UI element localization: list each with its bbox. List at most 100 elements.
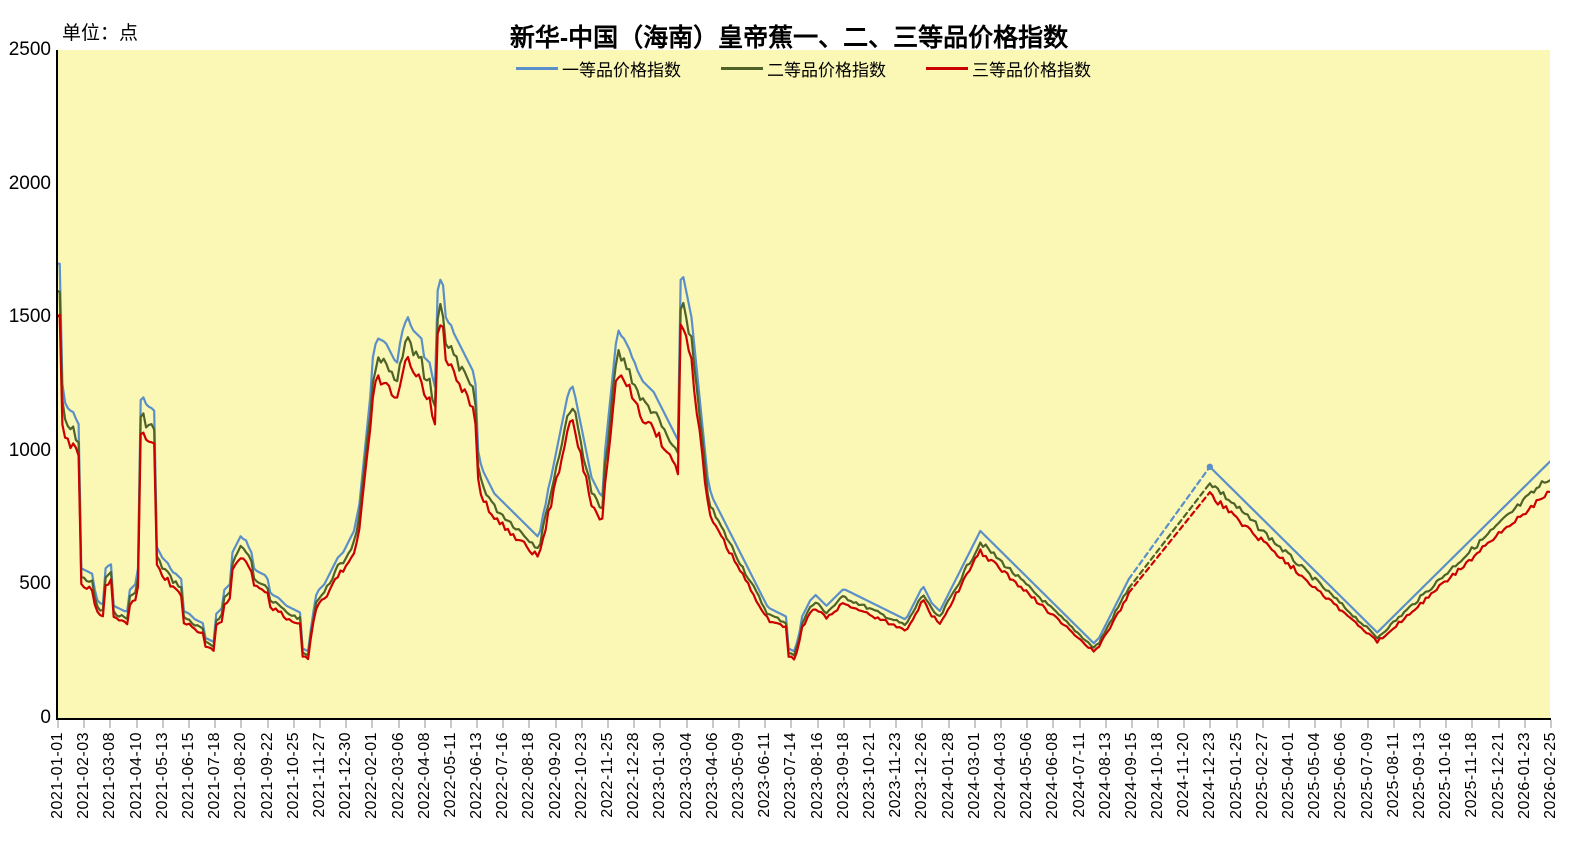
x-axis-tick	[1523, 720, 1526, 728]
x-axis-tick	[187, 720, 190, 728]
x-axis-tick	[371, 720, 374, 728]
x-axis-tick-label: 2025-02-27	[1253, 732, 1271, 819]
x-axis-tick	[973, 720, 976, 728]
series-line-3	[1210, 492, 1550, 643]
x-axis-tick-label: 2024-12-23	[1201, 732, 1219, 819]
x-axis-tick-label: 2021-11-27	[310, 732, 328, 818]
series-line-1	[1210, 461, 1550, 632]
x-axis-tick	[397, 720, 400, 728]
x-axis-tick	[738, 720, 741, 728]
x-axis-tick-label: 2022-07-16	[494, 732, 512, 819]
x-axis-tick-label: 2024-03-01	[965, 732, 983, 819]
x-axis-tick-label: 2023-12-26	[913, 732, 931, 819]
x-axis-tick	[135, 720, 138, 728]
x-axis-tick-label: 2023-10-21	[860, 732, 878, 819]
x-axis-tick-label: 2022-12-28	[625, 732, 643, 819]
x-axis-tick-label: 2025-09-13	[1411, 732, 1429, 819]
x-axis-tick	[1261, 720, 1264, 728]
x-axis-tick-label: 2021-12-30	[337, 732, 355, 819]
x-axis-tick	[109, 720, 112, 728]
x-axis-tick	[790, 720, 793, 728]
x-axis-tick-label: 2025-01-25	[1227, 732, 1245, 819]
x-axis-tick	[1078, 720, 1081, 728]
series-line-3	[1129, 492, 1210, 592]
x-axis-tick-label: 2025-05-04	[1306, 732, 1324, 819]
x-axis-tick	[449, 720, 452, 728]
x-axis-tick	[1366, 720, 1369, 728]
series-line-2	[57, 291, 1129, 656]
x-axis-tick	[1235, 720, 1238, 728]
x-axis-tick	[1550, 720, 1552, 728]
x-axis-tick-label: 2024-11-20	[1175, 732, 1193, 818]
x-axis-tick-label: 2021-09-22	[258, 732, 276, 819]
x-axis-tick	[1445, 720, 1448, 728]
x-axis-tick-label: 2026-01-23	[1515, 732, 1533, 819]
x-axis-tick	[240, 720, 243, 728]
x-axis-tick	[1026, 720, 1029, 728]
x-axis-tick	[1209, 720, 1212, 728]
x-axis-tick-label: 2023-03-04	[677, 732, 695, 819]
x-axis-tick-label: 2022-02-01	[363, 732, 381, 819]
x-axis-tick-label: 2021-03-08	[101, 732, 119, 819]
x-axis-tick	[161, 720, 164, 728]
x-axis-tick	[999, 720, 1002, 728]
x-axis-tick-label: 2024-09-15	[1122, 732, 1140, 819]
x-axis-tick-label: 2021-08-20	[232, 732, 250, 819]
x-axis-tick	[57, 720, 59, 728]
x-axis-tick-label: 2022-05-11	[441, 732, 459, 818]
x-axis-tick-label: 2021-04-10	[127, 732, 145, 819]
x-axis-tick-label: 2024-05-06	[1018, 732, 1036, 819]
x-axis-tick-label: 2021-06-15	[179, 732, 197, 819]
x-axis-tick-label: 2025-07-09	[1358, 732, 1376, 819]
x-axis-tick	[1340, 720, 1343, 728]
unit-label: 单位：点	[62, 23, 139, 44]
x-axis-tick	[1183, 720, 1186, 728]
x-axis-ticks	[57, 720, 1552, 728]
x-axis-tick-label: 2023-09-18	[834, 732, 852, 819]
x-axis-tick-label: 2024-01-28	[939, 732, 957, 819]
x-axis-tick	[266, 720, 269, 728]
series-line-2	[1210, 480, 1550, 638]
x-axis-tick	[528, 720, 531, 728]
series-line-3	[57, 315, 1129, 660]
x-axis-tick	[895, 720, 898, 728]
peak-marker-dot	[1206, 463, 1214, 471]
y-axis-tick-label: 0	[40, 707, 51, 728]
x-axis-tick-label: 2021-01-01	[49, 732, 66, 819]
x-axis-tick	[1052, 720, 1055, 728]
x-axis-tick-label: 2023-06-11	[756, 732, 774, 818]
x-axis-tick	[659, 720, 662, 728]
x-axis-tick	[214, 720, 217, 728]
x-axis-tick-label: 2021-05-13	[153, 732, 171, 819]
x-axis-tick-label: 2023-04-06	[703, 732, 721, 819]
x-axis-tick	[318, 720, 321, 728]
y-axis	[56, 50, 58, 719]
x-axis-tick	[476, 720, 479, 728]
x-axis-tick	[711, 720, 714, 728]
x-axis-tick-label: 2024-07-11	[1070, 732, 1088, 818]
x-axis-tick	[633, 720, 636, 728]
x-axis-tick-label: 2025-10-16	[1437, 732, 1455, 819]
x-axis-tick-label: 2023-11-23	[887, 732, 905, 818]
x-axis-tick-label: 2023-05-09	[730, 732, 748, 819]
x-axis-tick	[1314, 720, 1317, 728]
x-axis-tick	[1157, 720, 1160, 728]
x-axis-tick-label: 2023-08-16	[808, 732, 826, 819]
x-axis-tick-label: 2024-08-13	[1096, 732, 1114, 819]
series-line-1	[1129, 467, 1210, 579]
x-axis-tick	[1497, 720, 1500, 728]
x-axis-tick	[1130, 720, 1133, 728]
series-line-1	[57, 264, 1129, 651]
x-axis-tick	[292, 720, 295, 728]
page-title: 新华-中国（海南）皇帝蕉一、二、三等品价格指数	[509, 24, 1069, 52]
x-axis-tick	[842, 720, 845, 728]
x-axis-tick	[868, 720, 871, 728]
x-axis-tick	[423, 720, 426, 728]
x-axis	[56, 718, 1551, 720]
series-line-2	[1129, 483, 1210, 588]
x-axis-tick-label: 2024-06-08	[1044, 732, 1062, 819]
x-axis-tick-label: 2025-12-21	[1489, 732, 1507, 819]
x-axis-tick	[764, 720, 767, 728]
x-axis-tick-label: 2021-02-03	[75, 732, 93, 819]
x-axis-tick-label: 2023-01-30	[651, 732, 669, 819]
